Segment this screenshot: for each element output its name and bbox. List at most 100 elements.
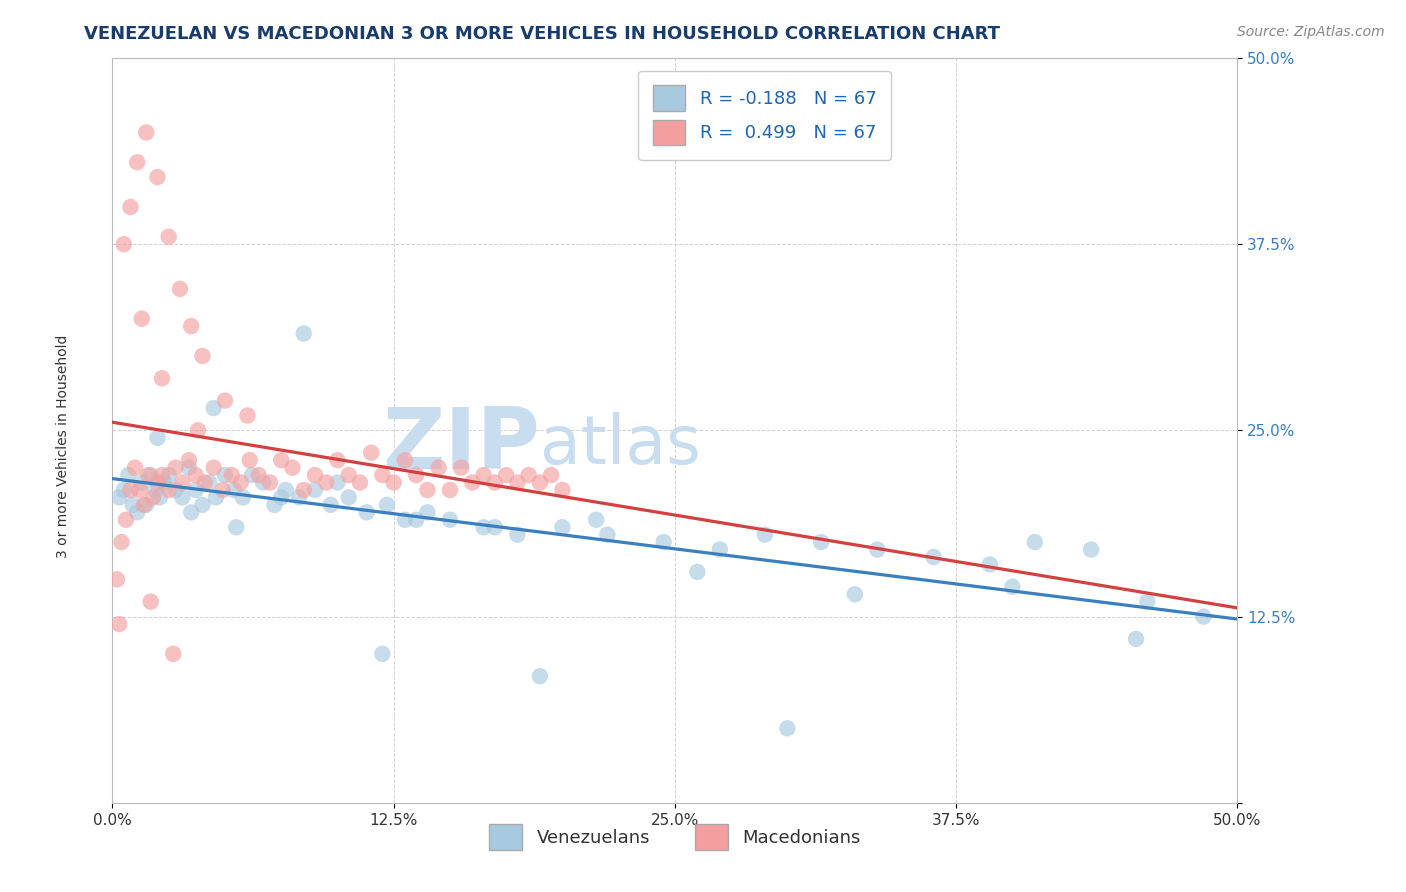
Point xyxy=(157,483,180,497)
Point xyxy=(304,483,326,497)
Point xyxy=(110,535,132,549)
Point xyxy=(439,483,461,497)
Legend: Venezuelans, Macedonians: Venezuelans, Macedonians xyxy=(482,817,868,857)
Point xyxy=(416,483,439,497)
Point xyxy=(180,319,202,334)
Point xyxy=(117,468,139,483)
Point xyxy=(149,491,172,505)
Point xyxy=(979,558,1001,572)
Point xyxy=(214,468,236,483)
Point xyxy=(157,229,180,244)
Point xyxy=(139,595,162,609)
Point xyxy=(162,647,184,661)
Point xyxy=(1136,595,1159,609)
Point xyxy=(349,475,371,490)
Point xyxy=(236,409,259,423)
Point xyxy=(319,498,342,512)
Point xyxy=(1192,609,1215,624)
Point xyxy=(281,460,304,475)
Point xyxy=(225,520,247,534)
Point xyxy=(288,491,311,505)
Point xyxy=(551,520,574,534)
Point xyxy=(121,498,143,512)
Point xyxy=(157,468,180,483)
Point xyxy=(394,453,416,467)
Point xyxy=(292,326,315,341)
Point xyxy=(172,475,194,490)
Point xyxy=(1125,632,1147,646)
Point xyxy=(263,498,285,512)
Point xyxy=(138,468,160,483)
Point xyxy=(304,468,326,483)
Point xyxy=(191,349,214,363)
Point xyxy=(337,468,360,483)
Point xyxy=(132,498,155,512)
Point xyxy=(194,475,217,490)
Point xyxy=(165,460,187,475)
Point xyxy=(198,475,221,490)
Point xyxy=(922,549,945,564)
Point xyxy=(239,453,262,467)
Point xyxy=(450,460,472,475)
Point xyxy=(810,535,832,549)
Point xyxy=(1024,535,1046,549)
Point xyxy=(142,491,165,505)
Point xyxy=(127,505,149,519)
Point xyxy=(506,475,529,490)
Point xyxy=(405,468,427,483)
Point xyxy=(105,573,128,587)
Point xyxy=(394,513,416,527)
Point xyxy=(211,483,233,497)
Point xyxy=(135,125,157,139)
Text: Source: ZipAtlas.com: Source: ZipAtlas.com xyxy=(1237,25,1385,39)
Point xyxy=(169,282,191,296)
Point xyxy=(382,475,405,490)
Point xyxy=(187,423,209,437)
Point xyxy=(120,200,142,214)
Point xyxy=(120,483,142,497)
Point xyxy=(184,483,207,497)
Point xyxy=(506,527,529,541)
Point xyxy=(115,513,138,527)
Text: 3 or more Vehicles in Household: 3 or more Vehicles in Household xyxy=(56,334,70,558)
Point xyxy=(232,491,254,505)
Point xyxy=(202,460,225,475)
Point xyxy=(1001,580,1024,594)
Point xyxy=(153,475,176,490)
Point xyxy=(259,475,281,490)
Text: ZIP: ZIP xyxy=(382,404,540,487)
Point xyxy=(652,535,675,549)
Point xyxy=(146,431,169,445)
Point xyxy=(326,475,349,490)
Point xyxy=(229,475,252,490)
Point xyxy=(461,475,484,490)
Point xyxy=(754,527,776,541)
Point xyxy=(270,491,292,505)
Point xyxy=(405,513,427,527)
Point xyxy=(127,155,149,169)
Point xyxy=(472,468,495,483)
Point xyxy=(112,483,135,497)
Point xyxy=(180,505,202,519)
Text: VENEZUELAN VS MACEDONIAN 3 OR MORE VEHICLES IN HOUSEHOLD CORRELATION CHART: VENEZUELAN VS MACEDONIAN 3 OR MORE VEHIC… xyxy=(84,25,1000,43)
Point xyxy=(108,491,131,505)
Point xyxy=(360,446,382,460)
Point xyxy=(177,460,200,475)
Point xyxy=(529,475,551,490)
Point xyxy=(143,483,166,497)
Point xyxy=(326,453,349,467)
Point xyxy=(191,498,214,512)
Point xyxy=(131,475,153,490)
Point xyxy=(484,475,506,490)
Point xyxy=(165,483,187,497)
Point xyxy=(472,520,495,534)
Point xyxy=(371,647,394,661)
Point xyxy=(686,565,709,579)
Point xyxy=(124,460,146,475)
Point xyxy=(439,513,461,527)
Point xyxy=(517,468,540,483)
Point xyxy=(270,453,292,467)
Point xyxy=(596,527,619,541)
Point xyxy=(776,721,799,735)
Point xyxy=(150,371,173,385)
